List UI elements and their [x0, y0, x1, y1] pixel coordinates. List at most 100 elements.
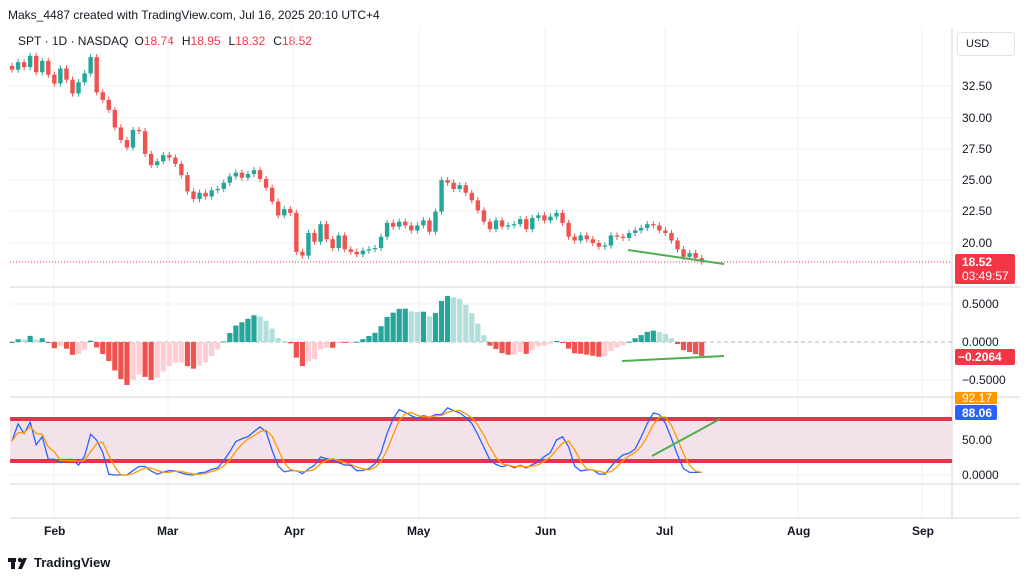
- macd-badge: −0.2064: [955, 349, 1015, 365]
- macd-bar: [572, 342, 578, 354]
- candle-body: [245, 173, 251, 178]
- macd-bar: [348, 342, 354, 343]
- candle-body: [602, 245, 608, 247]
- macd-bar: [269, 328, 275, 342]
- macd-bar: [469, 313, 475, 342]
- candle-body: [27, 55, 33, 68]
- macd-bar: [578, 342, 584, 354]
- candle-body: [239, 172, 245, 178]
- macd-bar: [638, 335, 644, 342]
- candle-body: [384, 222, 390, 237]
- macd-bar: [160, 342, 166, 372]
- macd-bar: [451, 297, 457, 342]
- price-axis[interactable]: 32.50 30.00 27.50 25.00 22.50 20.00: [962, 79, 992, 250]
- candle-body: [475, 200, 481, 211]
- tradingview-logo-icon: [8, 557, 27, 569]
- macd-bar: [63, 342, 70, 349]
- candle-body: [451, 182, 456, 189]
- macd-bar: [487, 342, 493, 346]
- candle-body: [148, 153, 154, 166]
- macd-bar: [136, 342, 142, 375]
- high-label: H: [181, 34, 191, 48]
- macd-bar: [94, 342, 100, 348]
- low-label: L: [228, 34, 236, 48]
- candle-body: [312, 232, 317, 242]
- candle-body: [330, 239, 335, 249]
- candle-body: [161, 155, 166, 162]
- price-tick: 20.00: [962, 236, 992, 250]
- symbol-label[interactable]: SPT · 1D · NASDAQ: [18, 34, 129, 48]
- candle-body: [651, 224, 656, 226]
- open-value: 18.74: [143, 34, 174, 48]
- macd-bar: [402, 308, 408, 342]
- price-badge: 18.52 03:49:57: [955, 254, 1015, 284]
- candle-body: [548, 216, 553, 221]
- candle-body: [409, 225, 414, 231]
- macd-bar: [390, 312, 396, 342]
- macd-bar: [39, 338, 45, 342]
- macd-bar: [463, 304, 469, 342]
- tradingview-logo[interactable]: TradingView: [8, 555, 110, 570]
- macd-tick: −0.5000: [962, 373, 1006, 387]
- macd-bar: [317, 342, 324, 350]
- macd-axis[interactable]: 0.5000 0.0000 −0.5000: [962, 297, 1006, 387]
- candle-body: [632, 230, 638, 233]
- macd-bar: [336, 342, 342, 343]
- candle-body: [403, 221, 408, 226]
- candlestick-series: [9, 52, 704, 265]
- symbol-legend: SPT · 1D · NASDAQ O18.74 H18.95 L18.32 C…: [18, 34, 314, 48]
- candle-body: [348, 249, 353, 252]
- macd-bar: [330, 342, 336, 348]
- candle-body: [215, 188, 220, 191]
- candle-body: [572, 236, 577, 241]
- candle-body: [46, 60, 51, 75]
- macd-bar: [130, 342, 136, 380]
- price-divergence-line: [627, 249, 725, 265]
- macd-bar: [493, 342, 499, 350]
- macd-bar: [221, 341, 227, 343]
- close-value: 18.52: [281, 34, 312, 48]
- macd-bar: [106, 342, 112, 362]
- candle-body: [487, 221, 493, 230]
- candle-body: [142, 131, 148, 154]
- stoch-axis[interactable]: 50.00 0.0000: [962, 433, 999, 482]
- macd-bar: [184, 342, 191, 367]
- candle-body: [34, 55, 39, 73]
- macd-bar: [384, 316, 390, 342]
- candle-body: [173, 157, 178, 164]
- macd-bar: [324, 342, 330, 348]
- candle-body: [100, 92, 105, 100]
- macd-last-value: −0.2064: [958, 350, 1002, 364]
- candle-body: [445, 180, 450, 183]
- macd-bar: [75, 342, 82, 354]
- macd-bar: [517, 342, 523, 353]
- candle-body: [675, 240, 680, 250]
- stoch-tick: 50.00: [962, 433, 992, 447]
- macd-bar: [432, 313, 439, 342]
- macd-bar: [372, 332, 378, 342]
- macd-bar: [33, 339, 39, 342]
- open-label: O: [134, 34, 144, 48]
- macd-bar: [178, 342, 184, 363]
- macd-bar: [481, 335, 487, 342]
- macd-bar: [299, 342, 305, 367]
- stoch-tick: 0.0000: [962, 468, 999, 482]
- candle-body: [463, 185, 468, 193]
- candle-body: [94, 57, 99, 93]
- currency-button[interactable]: USD: [957, 32, 1015, 56]
- macd-bar: [650, 330, 656, 342]
- macd-bar: [112, 342, 118, 371]
- candle-body: [560, 212, 565, 223]
- grid: [10, 28, 952, 518]
- time-axis[interactable]: Feb Mar Apr May Jun Jul Aug Sep: [44, 524, 934, 538]
- macd-bar: [118, 342, 124, 380]
- candle-body: [282, 209, 287, 216]
- macd-tick: 0.5000: [962, 297, 999, 311]
- macd-bar: [190, 342, 197, 369]
- candle-body: [693, 253, 698, 259]
- candle-body: [227, 176, 232, 183]
- candle-body: [130, 129, 136, 148]
- candle-body: [536, 215, 541, 218]
- macd-bar: [620, 342, 626, 346]
